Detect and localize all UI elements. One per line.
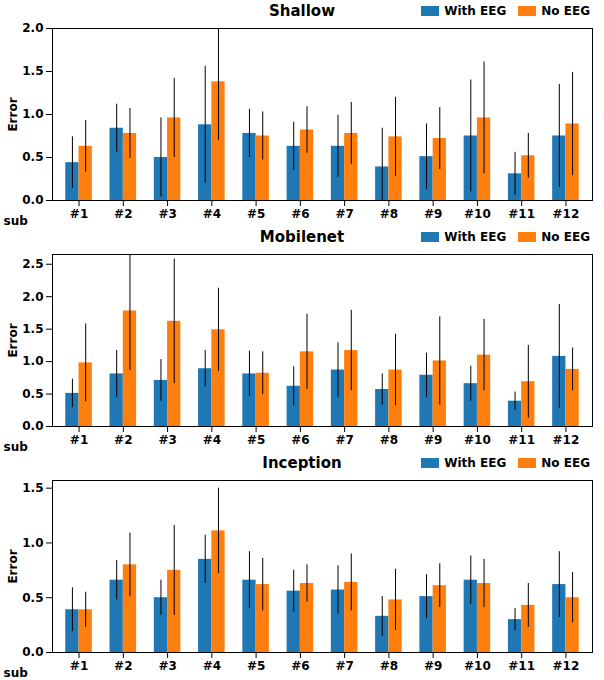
svg-text:sub: sub: [4, 666, 29, 679]
svg-text:#1: #1: [70, 207, 88, 221]
html-text:No EEG: No EEG: [541, 4, 590, 18]
svg-text:2.0: 2.0: [22, 22, 43, 35]
svg-text:#12: #12: [553, 659, 580, 673]
svg-text:#2: #2: [114, 207, 132, 221]
svg-text:Error: Error: [6, 323, 20, 357]
svg-text:#7: #7: [335, 433, 353, 447]
svg-text:#4: #4: [203, 433, 221, 447]
svg-text:#3: #3: [158, 433, 176, 447]
svg-text:#6: #6: [291, 659, 309, 673]
svg-text:#2: #2: [114, 659, 132, 673]
svg-text:0.5: 0.5: [22, 387, 43, 401]
svg-text:Error: Error: [6, 97, 20, 131]
svg-text:1.0: 1.0: [22, 107, 43, 121]
html-text:With EEG: With EEG: [444, 456, 507, 470]
svg-text:2.5: 2.5: [22, 257, 43, 271]
svg-text:Error: Error: [6, 549, 20, 583]
svg-text:#9: #9: [424, 433, 442, 447]
svg-text:#3: #3: [158, 659, 176, 673]
svg-text:#6: #6: [291, 207, 309, 221]
html-text:No EEG: No EEG: [541, 456, 590, 470]
svg-text:#7: #7: [335, 207, 353, 221]
svg-text:#8: #8: [380, 207, 398, 221]
svg-text:#8: #8: [380, 659, 398, 673]
svg-text:#10: #10: [464, 659, 491, 673]
html-text:Inception: Inception: [262, 454, 342, 472]
svg-text:#10: #10: [464, 207, 491, 221]
svg-text:#7: #7: [335, 659, 353, 673]
svg-text:0.0: 0.0: [22, 193, 43, 207]
svg-text:1.5: 1.5: [22, 322, 43, 336]
svg-text:1.0: 1.0: [22, 354, 43, 368]
svg-text:#9: #9: [424, 659, 442, 673]
svg-text:1.5: 1.5: [22, 64, 43, 78]
svg-text:#5: #5: [247, 659, 265, 673]
svg-text:sub: sub: [4, 214, 29, 227]
svg-text:#11: #11: [508, 207, 535, 221]
svg-text:1.0: 1.0: [22, 536, 43, 550]
html-text:Mobilenet: Mobilenet: [259, 228, 345, 246]
svg-text:#1: #1: [70, 433, 88, 447]
svg-text:0.5: 0.5: [22, 591, 43, 605]
svg-text:#6: #6: [291, 433, 309, 447]
svg-text:2.0: 2.0: [22, 290, 43, 304]
svg-text:#10: #10: [464, 433, 491, 447]
svg-text:1.5: 1.5: [22, 481, 43, 495]
svg-text:0.5: 0.5: [22, 150, 43, 164]
svg-text:#8: #8: [380, 433, 398, 447]
svg-text:#3: #3: [158, 207, 176, 221]
html-text:Shallow: Shallow: [269, 2, 335, 20]
html-text:With EEG: With EEG: [444, 230, 507, 244]
svg-text:0.0: 0.0: [22, 419, 43, 433]
svg-text:#9: #9: [424, 207, 442, 221]
svg-text:sub: sub: [4, 440, 29, 453]
svg-text:#11: #11: [508, 659, 535, 673]
svg-text:#5: #5: [247, 433, 265, 447]
svg-text:#5: #5: [247, 207, 265, 221]
html-text:With EEG: With EEG: [444, 4, 507, 18]
svg-text:#12: #12: [553, 433, 580, 447]
svg-text:#11: #11: [508, 433, 535, 447]
svg-text:#2: #2: [114, 433, 132, 447]
svg-text:#4: #4: [203, 207, 221, 221]
html-text:No EEG: No EEG: [541, 230, 590, 244]
svg-text:0.0: 0.0: [22, 645, 43, 659]
svg-text:#12: #12: [553, 207, 580, 221]
svg-text:#4: #4: [203, 659, 221, 673]
svg-text:#1: #1: [70, 659, 88, 673]
